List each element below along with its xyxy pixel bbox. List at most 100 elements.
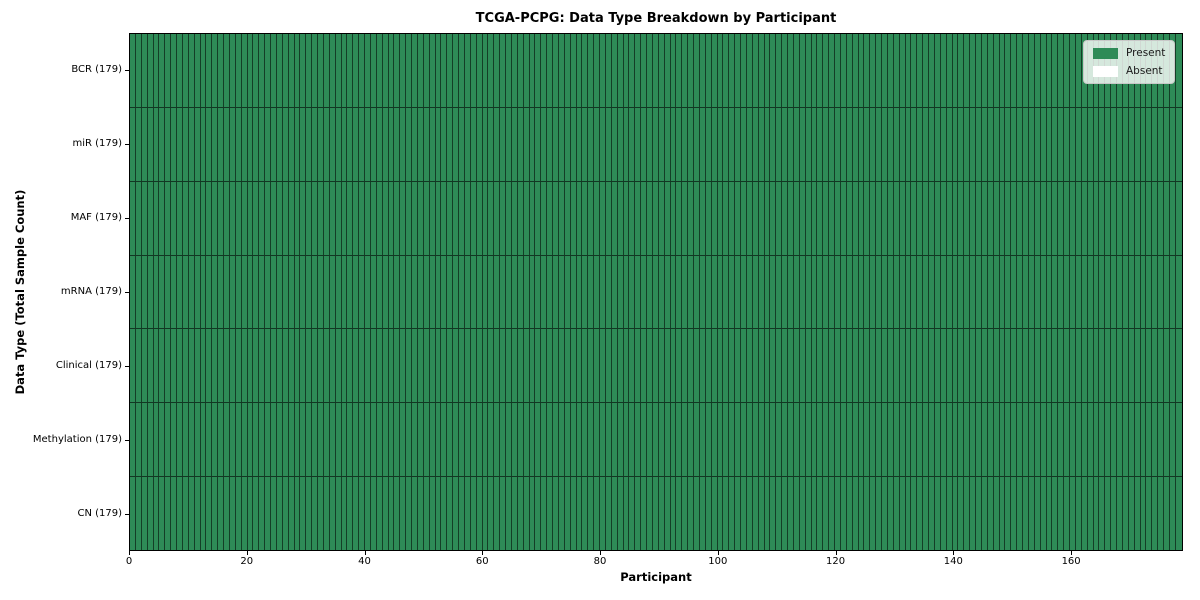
heatmap-cell xyxy=(763,34,770,107)
heatmap-cell xyxy=(1033,403,1040,477)
heatmap-cell xyxy=(311,477,317,551)
heatmap-cell xyxy=(1163,255,1169,329)
heatmap-cell xyxy=(651,403,658,477)
heatmap-cell xyxy=(546,34,552,107)
heatmap-cell xyxy=(928,403,934,477)
heatmap-cell xyxy=(640,329,646,403)
heatmap-cell xyxy=(1080,181,1087,255)
heatmap-cell xyxy=(646,403,652,477)
heatmap-cell xyxy=(845,255,852,329)
x-tick-mark xyxy=(129,551,130,555)
heatmap-cell xyxy=(634,255,641,329)
heatmap-cell xyxy=(792,34,799,107)
heatmap-cell xyxy=(787,181,793,255)
heatmap-cell xyxy=(387,107,394,181)
heatmap-cell xyxy=(1116,255,1122,329)
heatmap-cell xyxy=(134,255,141,329)
heatmap-cell xyxy=(1145,329,1152,403)
heatmap-cell xyxy=(622,34,629,107)
heatmap-cell xyxy=(258,329,265,403)
heatmap-cell xyxy=(140,107,147,181)
heatmap-cell xyxy=(822,255,829,329)
heatmap-cell xyxy=(134,34,141,107)
heatmap-cell xyxy=(693,477,699,551)
heatmap-cell xyxy=(305,403,312,477)
heatmap-cell xyxy=(1104,107,1111,181)
heatmap-cell xyxy=(1121,255,1128,329)
heatmap-cell xyxy=(522,255,529,329)
heatmap-cell xyxy=(375,255,382,329)
heatmap-cell xyxy=(358,34,364,107)
heatmap-cell xyxy=(405,34,411,107)
heatmap-cell xyxy=(675,34,682,107)
heatmap-cell xyxy=(181,403,188,477)
heatmap-cell xyxy=(140,403,147,477)
heatmap-cell xyxy=(604,107,611,181)
heatmap-cell xyxy=(1010,107,1017,181)
heatmap-cell xyxy=(346,181,353,255)
heatmap-cell xyxy=(886,107,893,181)
heatmap-cell xyxy=(945,34,952,107)
heatmap-cell xyxy=(1121,477,1128,551)
heatmap-cell xyxy=(487,255,494,329)
heatmap-cell xyxy=(763,477,770,551)
heatmap-cell xyxy=(381,107,388,181)
heatmap-cell xyxy=(522,181,529,255)
heatmap-cell xyxy=(875,477,881,551)
heatmap-cell xyxy=(675,403,682,477)
heatmap-cell xyxy=(663,34,670,107)
heatmap-cell xyxy=(205,255,212,329)
heatmap-cell xyxy=(1080,255,1087,329)
heatmap-cell xyxy=(1063,34,1069,107)
heatmap-cell xyxy=(810,34,817,107)
heatmap-cell xyxy=(640,477,646,551)
heatmap-cell xyxy=(710,107,717,181)
heatmap-cell xyxy=(775,107,782,181)
heatmap-cell xyxy=(475,403,482,477)
heatmap-cell xyxy=(734,34,740,107)
heatmap-cell xyxy=(1074,34,1081,107)
heatmap-cell xyxy=(1168,107,1175,181)
heatmap-cell xyxy=(199,181,206,255)
heatmap-cell xyxy=(1145,403,1152,477)
heatmap-cell xyxy=(1157,107,1163,181)
heatmap-cell xyxy=(939,477,946,551)
heatmap-cell xyxy=(693,107,699,181)
heatmap-cell xyxy=(599,329,605,403)
heatmap-cell xyxy=(763,403,770,477)
heatmap-cell xyxy=(886,34,893,107)
heatmap-cell xyxy=(181,181,188,255)
heatmap-cell xyxy=(728,255,735,329)
heatmap-cell xyxy=(234,34,241,107)
heatmap-cell xyxy=(910,329,917,403)
y-tick-mark xyxy=(125,292,129,293)
heatmap-cell xyxy=(986,403,993,477)
heatmap-cell xyxy=(886,255,893,329)
heatmap-cell xyxy=(863,107,870,181)
heatmap-cell xyxy=(1045,477,1052,551)
heatmap-cell xyxy=(130,34,135,107)
heatmap-cell xyxy=(634,329,641,403)
heatmap-cell xyxy=(134,181,141,255)
heatmap-cell xyxy=(193,403,200,477)
heatmap-cell xyxy=(687,34,693,107)
heatmap-cell xyxy=(293,329,300,403)
heatmap-cell xyxy=(869,107,876,181)
heatmap-cell xyxy=(875,107,881,181)
heatmap-cell xyxy=(170,403,176,477)
heatmap-cell xyxy=(963,477,970,551)
heatmap-cell xyxy=(223,477,229,551)
heatmap-cell xyxy=(275,403,282,477)
heatmap-cell xyxy=(939,34,946,107)
heatmap-cell xyxy=(828,477,834,551)
heatmap-cell xyxy=(1163,329,1169,403)
heatmap-cell xyxy=(428,329,435,403)
heatmap-cell xyxy=(505,34,511,107)
heatmap-cell xyxy=(246,255,253,329)
heatmap-cell xyxy=(428,34,435,107)
heatmap-cell xyxy=(181,255,188,329)
heatmap-cell xyxy=(422,34,429,107)
heatmap-cell xyxy=(798,255,805,329)
heatmap-cell xyxy=(646,255,652,329)
heatmap-cell xyxy=(164,477,171,551)
